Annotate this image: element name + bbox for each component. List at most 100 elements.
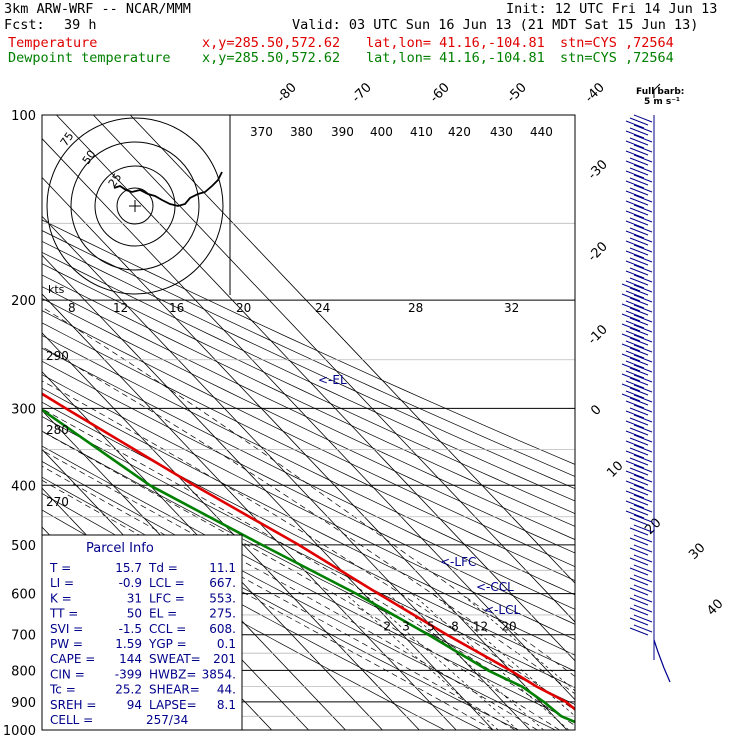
wind-barb xyxy=(625,400,645,409)
parcel-row-label: Tc = xyxy=(49,683,76,697)
parcel-row-value: 257/34 xyxy=(146,713,188,727)
wind-barb xyxy=(633,254,653,263)
speed-tick-label: 32 xyxy=(504,301,519,315)
wind-barb xyxy=(625,510,645,519)
legend-temperature-label: Temperature xyxy=(8,35,98,51)
wind-barb xyxy=(621,363,641,372)
wind-barb xyxy=(629,617,649,626)
pressure-label: 400 xyxy=(11,479,36,494)
wind-barb xyxy=(633,424,653,433)
level-annotation: <-LCL xyxy=(484,603,520,617)
wind-barb xyxy=(621,333,641,342)
parcel-row-label: LI = xyxy=(50,576,74,590)
wind-barb xyxy=(629,127,649,136)
wind-barb xyxy=(633,374,653,383)
parcel-row-label: CELL = xyxy=(50,713,93,727)
wind-barb xyxy=(629,447,649,456)
wind-barb xyxy=(629,537,649,546)
wind-barb xyxy=(633,174,653,183)
parcel-row-value: -399 xyxy=(115,667,142,681)
wind-barb xyxy=(633,604,653,613)
wind-barb xyxy=(633,344,653,353)
theta-left-label: 280 xyxy=(46,423,69,437)
mixing-ratio-label: 20 xyxy=(501,620,516,634)
wind-barb xyxy=(633,484,653,493)
pressure-label: 500 xyxy=(11,539,36,554)
hodograph-trace xyxy=(113,171,223,207)
wind-barb xyxy=(625,480,645,489)
pressure-label: 300 xyxy=(11,402,36,417)
wind-barb xyxy=(621,393,641,402)
parcel-row-label2: SWEAT= xyxy=(149,652,201,666)
legend-temperature-stn: stn=CYS ,72564 xyxy=(560,35,674,51)
wind-barb xyxy=(633,224,653,233)
wind-barb xyxy=(629,467,649,476)
level-annotation: <-CCL xyxy=(476,580,514,594)
isotherm-label: -50 xyxy=(504,80,530,106)
parcel-info-box: Parcel Info T = 15.7 Td = 11.1 LI = -0.9 LCL =… xyxy=(41,534,243,731)
wind-barb xyxy=(629,517,649,526)
wind-barb xyxy=(625,490,645,499)
wind-barb xyxy=(625,140,645,149)
wind-barb xyxy=(625,420,645,429)
wind-barb xyxy=(625,500,645,509)
wind-barb xyxy=(621,313,641,322)
wind-barb xyxy=(629,577,649,586)
pressure-label: 200 xyxy=(11,294,36,309)
mixing-ratio-label: 2 xyxy=(383,620,391,634)
wind-barb xyxy=(629,547,649,556)
wind-barb xyxy=(629,427,649,436)
speed-tick-label: 12 xyxy=(113,301,128,315)
isotherm-line xyxy=(42,138,575,701)
wind-barb xyxy=(625,330,645,339)
hodograph-ring xyxy=(46,117,224,295)
wind-barb xyxy=(621,383,641,392)
wind-barb xyxy=(629,167,649,176)
wind-barb xyxy=(629,367,649,376)
fcst-label: Fcst: xyxy=(4,17,45,33)
wind-barb xyxy=(625,290,645,299)
wind-barb xyxy=(633,564,653,573)
wind-barb xyxy=(633,184,653,193)
isotherm-line xyxy=(42,293,457,730)
wind-barb xyxy=(633,304,653,313)
wind-barb xyxy=(629,457,649,466)
speed-tick-label: 8 xyxy=(68,301,76,315)
wind-barb xyxy=(629,487,649,496)
wind-barb xyxy=(629,477,649,486)
wind-barbs xyxy=(621,114,671,683)
wind-barb xyxy=(625,360,645,369)
wind-barb xyxy=(625,470,645,479)
isotherm-label: 0 xyxy=(588,402,604,418)
parcel-row-value2: 667. xyxy=(209,576,236,590)
wind-barb xyxy=(625,300,645,309)
parcel-row-value: 144 xyxy=(119,652,142,666)
isotherm-label: -80 xyxy=(274,80,300,106)
wind-barb xyxy=(633,364,653,373)
wind-barb xyxy=(633,234,653,243)
isotherm-label: 30 xyxy=(686,541,708,563)
wind-barb xyxy=(629,197,649,206)
wind-barb xyxy=(633,144,653,153)
parcel-row-label: CIN = xyxy=(50,667,85,681)
parcel-row-label2: LAPSE= xyxy=(149,698,197,712)
wind-barb xyxy=(633,544,653,553)
wind-barb xyxy=(625,370,645,379)
wind-barb xyxy=(625,260,645,269)
parcel-info-title: Parcel Info xyxy=(86,541,154,556)
pressure-label: 900 xyxy=(11,696,36,711)
theta-label: 370 xyxy=(250,125,273,139)
wind-barb xyxy=(633,594,653,603)
wind-barb xyxy=(625,310,645,319)
wind-barb xyxy=(629,117,649,126)
wind-barb xyxy=(629,327,649,336)
wind-barb xyxy=(629,357,649,366)
wind-barb xyxy=(629,397,649,406)
speed-tick-label: 20 xyxy=(236,301,251,315)
model-title: 3km ARW-WRF -- NCAR/MMM xyxy=(4,1,191,17)
wind-barb xyxy=(625,450,645,459)
parcel-row-value2: 553. xyxy=(209,591,236,605)
isotherm-line xyxy=(129,115,575,584)
wind-barb xyxy=(625,430,645,439)
parcel-row-value2: 11.1 xyxy=(209,561,236,575)
